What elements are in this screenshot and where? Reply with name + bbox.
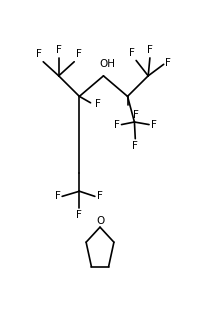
Text: F: F [76,210,82,220]
Text: F: F [97,191,102,201]
Text: F: F [147,45,153,55]
Text: F: F [133,111,139,121]
Text: F: F [55,191,60,201]
Text: O: O [96,216,104,226]
Text: F: F [36,49,42,59]
Text: F: F [129,48,134,58]
Text: F: F [132,141,138,151]
Text: F: F [76,49,82,59]
Text: OH: OH [99,60,115,70]
Text: F: F [165,58,171,68]
Text: F: F [56,45,62,55]
Text: F: F [151,120,157,130]
Text: F: F [114,120,120,130]
Text: F: F [95,99,101,109]
